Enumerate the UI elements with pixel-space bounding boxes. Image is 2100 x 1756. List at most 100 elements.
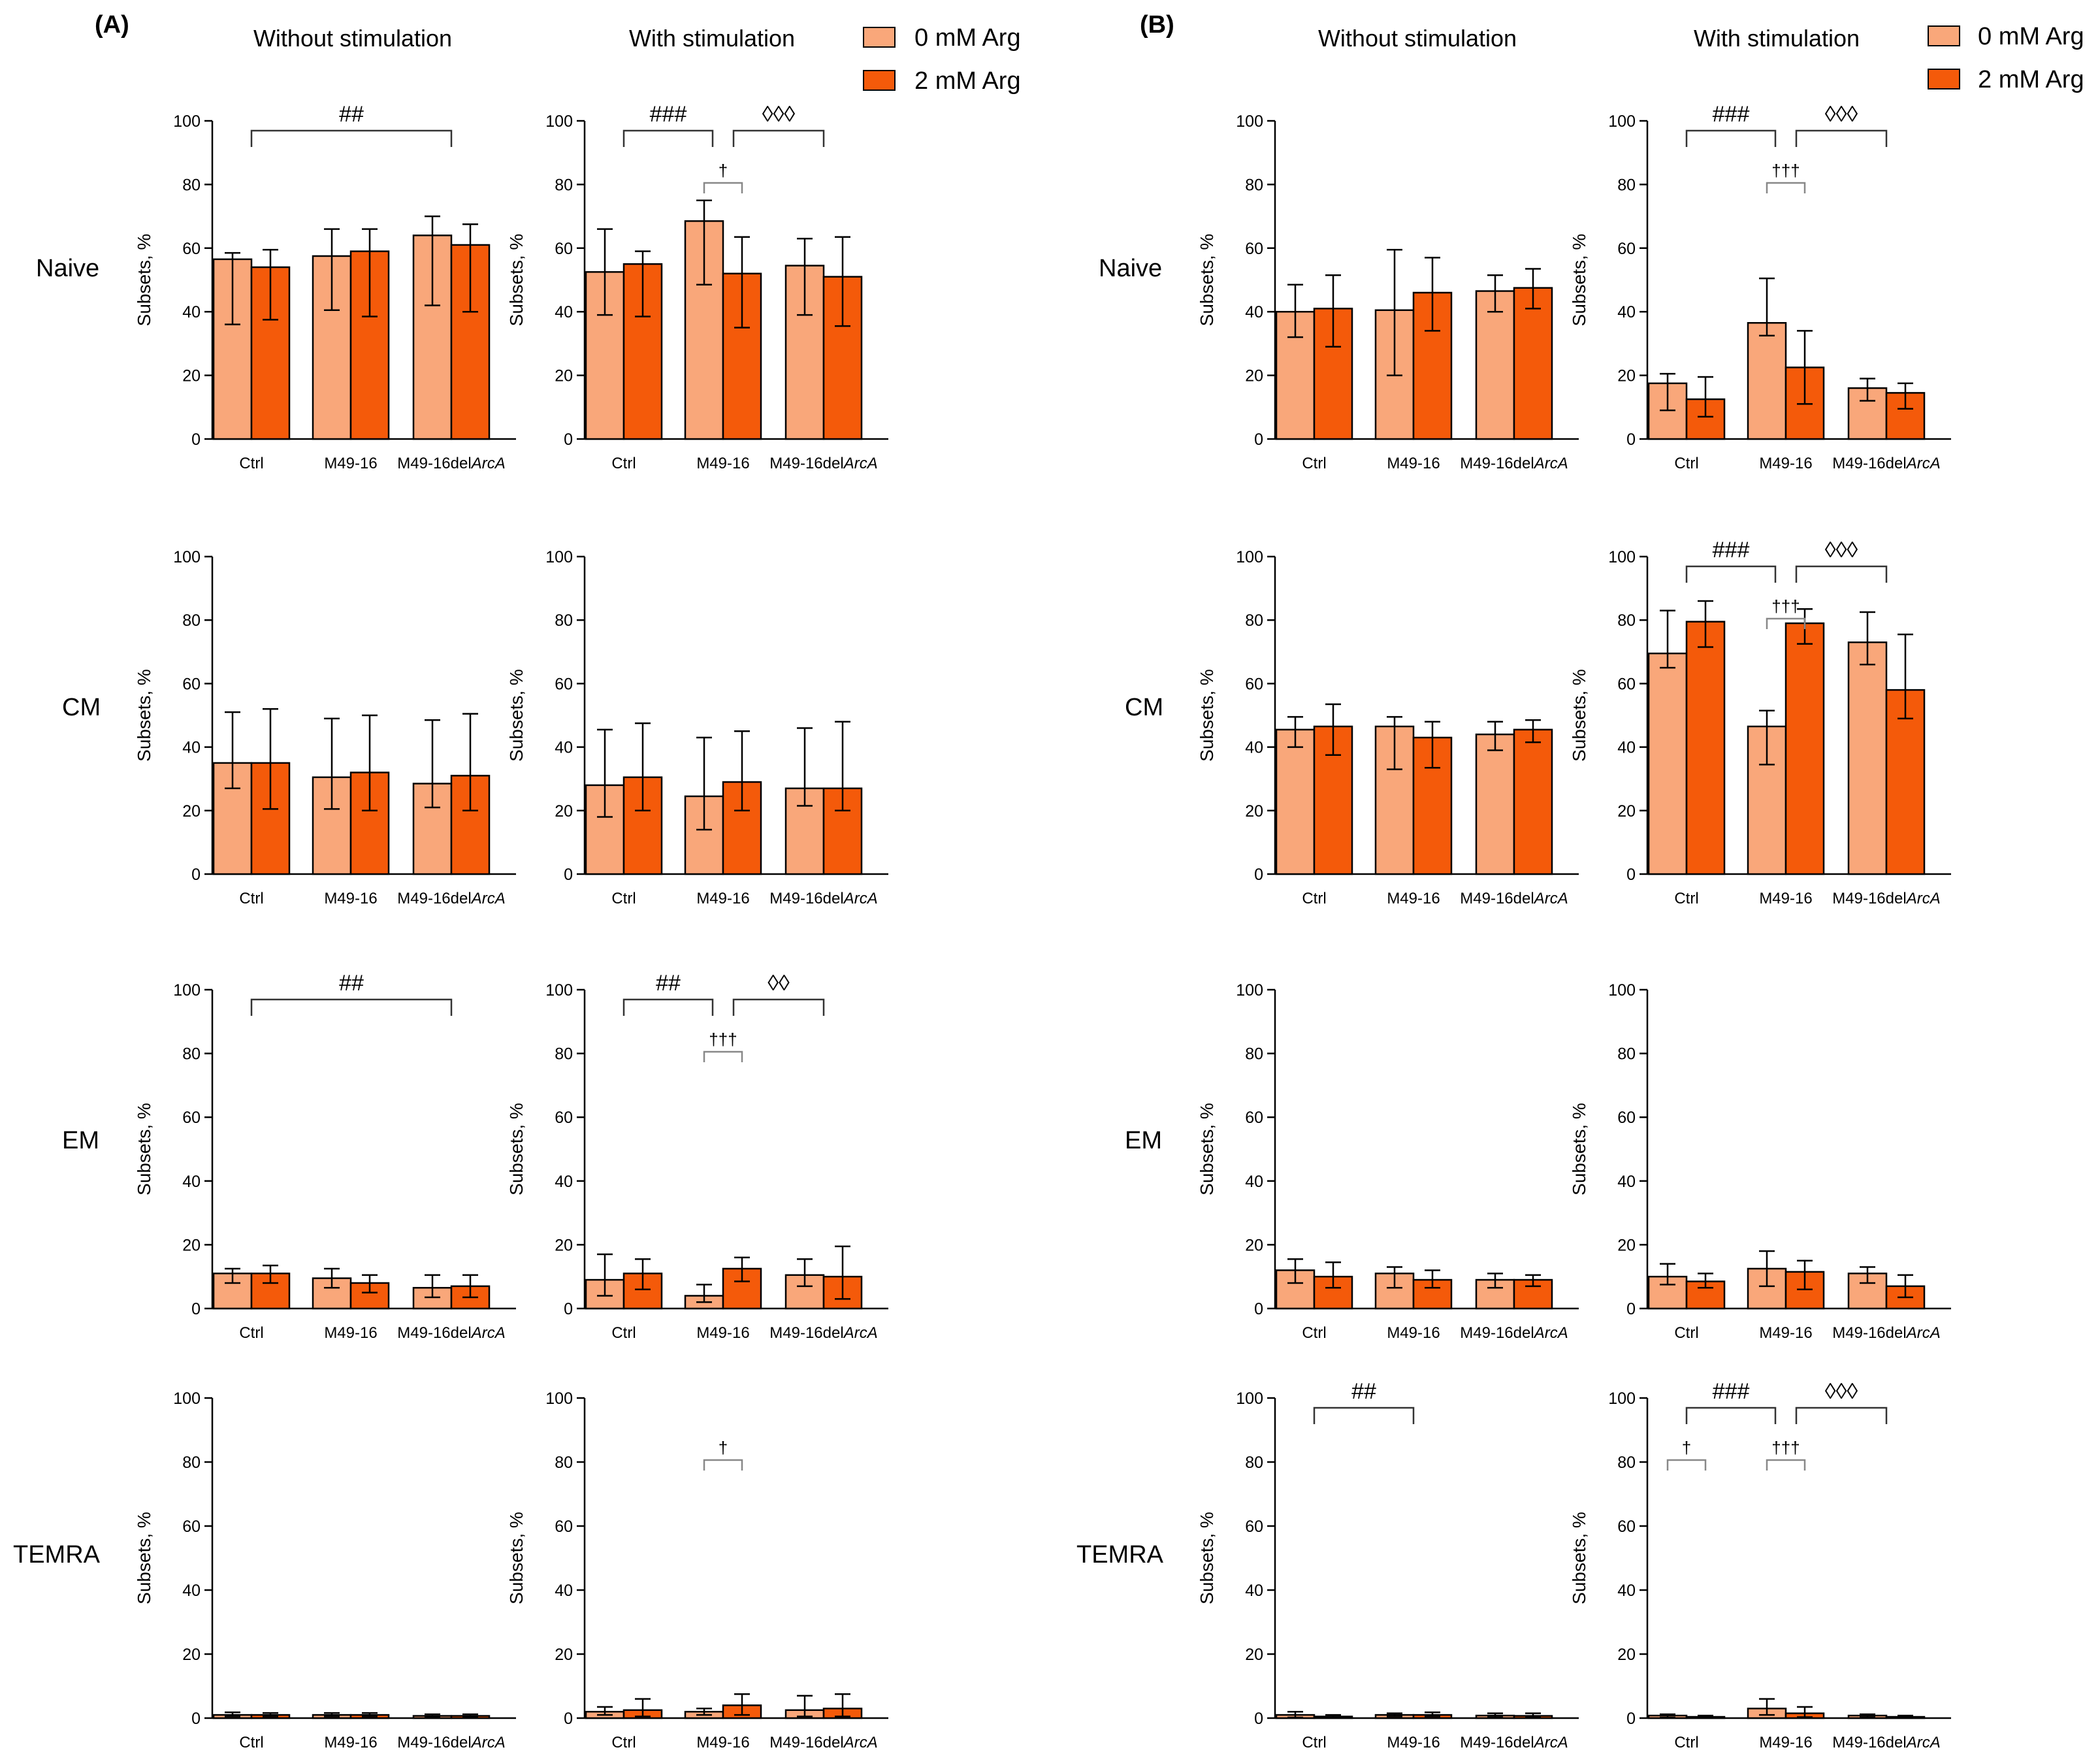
bar-0mm (1847, 641, 1888, 875)
x-tick-label: Ctrl (1674, 455, 1698, 472)
legend-a: 0 mM Arg 2 mM Arg (863, 24, 1021, 95)
y-tick-label: 20 (1617, 802, 1636, 821)
chart-a-cm-unstim: Subsets, % 0 20 40 60 80 100 Ctrl M49-16 M49-16de… (134, 548, 516, 907)
significance-bracket (1313, 1406, 1415, 1424)
y-tick-label: 60 (1617, 1518, 1636, 1536)
x-tick-label: M49-16 (696, 890, 749, 907)
significance-symbol: ## (339, 102, 364, 127)
x-tick-label: M49-16 (696, 1734, 749, 1751)
x-tick-label: Ctrl (611, 1324, 636, 1342)
panel-label-a: (A) (95, 11, 129, 39)
x-tick-label: M49-16 (696, 455, 749, 472)
y-tick-label: 40 (1245, 1173, 1263, 1191)
y-axis-label: Subsets, % (1569, 669, 1589, 762)
y-tick-label: 100 (545, 1390, 573, 1408)
bar-2mm (1785, 622, 1825, 875)
paired-bracket (1766, 1459, 1806, 1471)
y-tick-label: 100 (1236, 548, 1263, 566)
chart-a-temra-stim: Subsets, % 0 20 40 60 80 100 Ctrl M49-16 M49-16de… (506, 1390, 888, 1751)
y-tick-label: 80 (1617, 1454, 1636, 1472)
x-tick-label-part: M49-16del (1832, 1324, 1906, 1342)
row-label-cm-a: CM (62, 694, 101, 721)
significance-symbol: ◊◊◊ (762, 102, 796, 127)
row-label-temra-b: TEMRA (1076, 1541, 1164, 1569)
x-tick-label: Ctrl (239, 1734, 263, 1751)
x-tick-label-italic: ArcA (843, 455, 878, 472)
y-tick-label: 100 (1236, 112, 1263, 131)
x-tick-label: Ctrl (239, 1324, 263, 1342)
bar-2mm (1513, 728, 1553, 875)
bar-2mm (722, 781, 762, 875)
x-tick-label: Ctrl (1302, 1734, 1326, 1751)
y-tick-label: 40 (1617, 1173, 1636, 1191)
y-tick-label: 60 (1617, 675, 1636, 693)
x-tick-label: M49-16 (1387, 1324, 1440, 1342)
bar-2mm (1513, 287, 1553, 440)
y-tick-label: 40 (182, 303, 201, 321)
x-tick-label-italic: ArcA (843, 1324, 878, 1342)
row-label-naive-a: Naive (36, 255, 99, 282)
x-tick-label: M49-16delArcA (397, 1734, 505, 1751)
x-tick-label: Ctrl (1674, 1734, 1698, 1751)
legend-swatch-0mm (1928, 25, 1960, 46)
y-tick-label: 60 (182, 240, 201, 258)
y-tick-label: 0 (564, 866, 573, 884)
x-tick-label: M49-16delArcA (397, 890, 505, 907)
y-tick-label: 80 (182, 1454, 201, 1472)
y-tick-label: 80 (1245, 1045, 1263, 1064)
x-tick-label: Ctrl (1302, 455, 1326, 472)
y-tick-label: 40 (1617, 739, 1636, 757)
x-tick-label-part: M49-16del (397, 1324, 471, 1342)
x-tick-label-italic: ArcA (1905, 455, 1941, 472)
chart-a-temra-unstim: Subsets, % 0 20 40 60 80 100 Ctrl M49-16 M49-16de… (134, 1390, 516, 1751)
significance-bracket (622, 998, 714, 1016)
y-tick-label: 60 (1617, 240, 1636, 258)
legend-label-0mm: 0 mM Arg (1978, 23, 2084, 50)
x-tick-label-part: M49-16del (397, 1734, 471, 1751)
chart-a-em-stim: Subsets, % 0 20 40 60 80 100 Ctrl M49-16 M49-16de… (506, 971, 888, 1342)
y-tick-label: 80 (1245, 1454, 1263, 1472)
y-tick-label: 40 (1245, 303, 1263, 321)
x-tick-label-part: M49-16del (397, 455, 471, 472)
x-tick-label-italic: ArcA (470, 890, 506, 907)
y-tick-label: 20 (1617, 1646, 1636, 1664)
y-tick-label: 80 (182, 1045, 201, 1064)
x-tick-label-part: M49-16del (769, 455, 843, 472)
x-tick-label-italic: ArcA (843, 1734, 878, 1751)
significance-bracket (732, 129, 825, 147)
x-tick-label-italic: ArcA (1533, 1734, 1568, 1751)
y-tick-label: 20 (182, 1236, 201, 1254)
x-tick-label: M49-16delArcA (1832, 1734, 1940, 1751)
x-tick-label: M49-16delArcA (1460, 890, 1568, 907)
x-tick-label-part: M49-16del (1832, 455, 1906, 472)
y-tick-label: 60 (555, 1518, 573, 1536)
y-tick-label: 100 (173, 1390, 201, 1408)
col-title-b-unstim: Without stimulation (1318, 25, 1517, 52)
y-tick-label: 80 (182, 176, 201, 194)
legend-label-2mm: 2 mM Arg (1978, 66, 2084, 93)
significance-bracket (1685, 565, 1777, 583)
x-tick-label: M49-16delArcA (769, 1324, 877, 1342)
y-tick-label: 40 (555, 1173, 573, 1191)
y-tick-label: 40 (1617, 1582, 1636, 1600)
x-tick-label: M49-16 (1759, 890, 1812, 907)
bar-2mm (1885, 689, 1926, 875)
significance-bracket (1795, 565, 1888, 583)
y-tick-label: 80 (555, 1045, 573, 1064)
legend-swatch-0mm (863, 27, 896, 48)
y-tick-label: 0 (191, 1710, 201, 1728)
y-tick-label: 100 (1608, 1390, 1636, 1408)
y-tick-label: 20 (182, 1646, 201, 1664)
y-tick-label: 40 (182, 739, 201, 757)
significance-bracket (1795, 1406, 1888, 1424)
significance-symbol: ### (650, 102, 687, 127)
x-tick-label: M49-16 (1387, 890, 1440, 907)
y-tick-label: 100 (173, 548, 201, 566)
y-tick-label: 80 (182, 611, 201, 630)
y-tick-label: 100 (1608, 548, 1636, 566)
chart-b-em-unstim: Subsets, % 0 20 40 60 80 100 Ctrl M49-16 M49-16de… (1197, 981, 1579, 1342)
chart-panels: Subsets, % 0 20 40 60 80 100 Ctrl M49-16 M49-16de… (134, 102, 1951, 1751)
y-tick-label: 60 (1245, 1518, 1263, 1536)
y-axis-label: Subsets, % (1197, 1512, 1217, 1604)
